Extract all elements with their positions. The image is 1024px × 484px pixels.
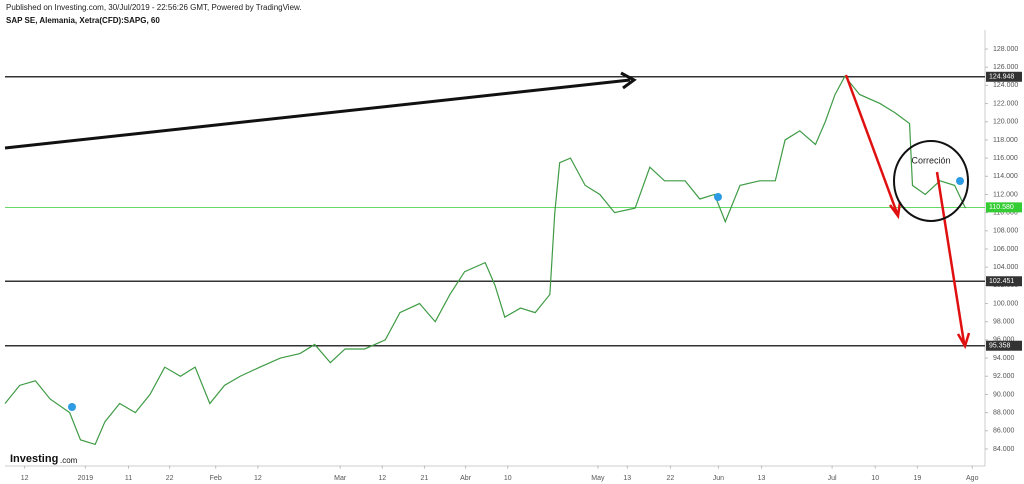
y-tick-label: 116.000 bbox=[993, 155, 1018, 162]
level-tag bbox=[986, 202, 1022, 213]
x-tick-label: 10 bbox=[504, 475, 512, 482]
level-tag bbox=[986, 340, 1022, 351]
price-line bbox=[4, 75, 966, 446]
y-tick-label: 124.000 bbox=[993, 82, 1018, 89]
x-tick-label: Jul bbox=[828, 475, 837, 482]
x-tick-label: 13 bbox=[758, 475, 766, 482]
y-tick-label: 114.000 bbox=[993, 173, 1018, 180]
x-tick-label: 11 bbox=[125, 475, 132, 482]
arrow-head bbox=[888, 201, 902, 220]
annotation: Correción bbox=[911, 155, 950, 165]
event-marker bbox=[956, 177, 964, 185]
y-tick-label: 98.000 bbox=[993, 319, 1015, 326]
published-note: Published on Investing.com, 30/Jul/2019 … bbox=[6, 3, 302, 12]
x-tick-label: 12 bbox=[21, 475, 29, 482]
x-tick-label: 21 bbox=[421, 475, 429, 482]
level-tag bbox=[986, 276, 1022, 287]
x-tick-label: Ago bbox=[966, 475, 979, 482]
y-tick-label: 128.000 bbox=[993, 46, 1018, 53]
y-tick-label: 90.000 bbox=[993, 391, 1015, 398]
y-tick-label: 110.000 bbox=[993, 209, 1018, 216]
y-tick-label: 118.000 bbox=[993, 137, 1018, 144]
trend-arrow bbox=[4, 78, 631, 150]
event-marker bbox=[68, 403, 76, 411]
level-label: 102.451 bbox=[989, 278, 1014, 285]
highlight-circle bbox=[893, 140, 969, 222]
y-tick-label: 126.000 bbox=[993, 64, 1018, 71]
x-tick-label: Abr bbox=[460, 475, 472, 482]
y-tick-label: 112.000 bbox=[993, 191, 1018, 198]
level-label: 124.948 bbox=[989, 74, 1014, 81]
x-tick-label: May bbox=[591, 475, 605, 482]
x-tick-label: 2019 bbox=[78, 475, 94, 482]
level-label: 110.580 bbox=[989, 204, 1014, 211]
x-tick-label: 12 bbox=[378, 475, 386, 482]
x-tick-label: Mar bbox=[334, 475, 347, 482]
arrow-head bbox=[956, 332, 971, 350]
y-tick-label: 106.000 bbox=[993, 246, 1018, 253]
x-tick-label: 19 bbox=[913, 475, 921, 482]
level-tag bbox=[986, 71, 1022, 82]
x-tick-label: Feb bbox=[210, 475, 222, 482]
y-tick-label: 88.000 bbox=[993, 409, 1015, 416]
y-tick-label: 84.000 bbox=[993, 446, 1015, 453]
x-tick-label: 13 bbox=[623, 475, 631, 482]
x-tick-label: Jun bbox=[713, 475, 724, 482]
level-label: 95.358 bbox=[989, 343, 1011, 350]
y-tick-label: 122.000 bbox=[993, 100, 1018, 107]
markers bbox=[68, 177, 964, 411]
y-tick-label: 96.000 bbox=[993, 337, 1015, 344]
red-arrow bbox=[844, 74, 899, 214]
y-tick-label: 104.000 bbox=[993, 264, 1018, 271]
y-tick-label: 86.000 bbox=[993, 428, 1015, 435]
red-arrow bbox=[935, 171, 966, 344]
event-marker bbox=[714, 193, 722, 201]
symbol-title: SAP SE, Alemania, Xetra(CFD):SAPG, 60 bbox=[6, 16, 160, 25]
x-tick-label: 12 bbox=[254, 475, 262, 482]
x-tick-label: 22 bbox=[667, 475, 675, 482]
y-tick-label: 92.000 bbox=[993, 373, 1015, 380]
logo: Investing bbox=[10, 453, 58, 465]
y-tick-label: 108.000 bbox=[993, 228, 1018, 235]
arrow-head bbox=[620, 71, 637, 90]
logo-suffix: .com bbox=[60, 456, 78, 465]
x-tick-label: 22 bbox=[166, 475, 174, 482]
x-tick-label: 10 bbox=[871, 475, 879, 482]
y-tick-label: 120.000 bbox=[993, 119, 1018, 126]
y-tick-label: 94.000 bbox=[993, 355, 1015, 362]
y-tick-label: 100.000 bbox=[993, 300, 1018, 307]
